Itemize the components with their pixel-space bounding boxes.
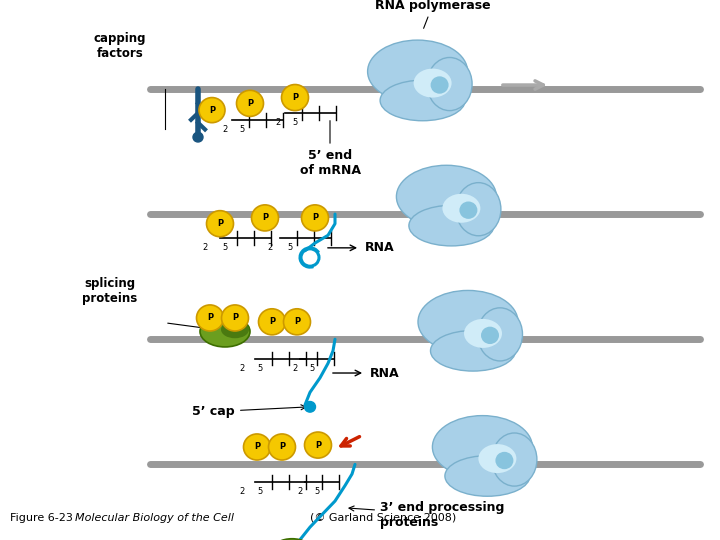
Circle shape <box>305 432 331 458</box>
Text: Molecular Biology of the Cell: Molecular Biology of the Cell <box>75 512 234 523</box>
Text: 5: 5 <box>292 118 297 127</box>
Text: P: P <box>217 219 223 228</box>
Text: 5: 5 <box>310 363 315 373</box>
Ellipse shape <box>368 40 467 103</box>
Ellipse shape <box>433 416 532 478</box>
Text: 3’ end processing
proteins: 3’ end processing proteins <box>349 501 505 529</box>
Circle shape <box>251 205 279 231</box>
Circle shape <box>243 434 271 460</box>
Ellipse shape <box>492 433 537 486</box>
Ellipse shape <box>459 201 477 219</box>
Text: P: P <box>294 318 300 326</box>
Circle shape <box>302 205 328 231</box>
Text: P: P <box>312 213 318 222</box>
Text: 5’ cap: 5’ cap <box>192 405 306 418</box>
Text: splicing
proteins: splicing proteins <box>82 278 138 306</box>
Ellipse shape <box>409 205 494 246</box>
Text: 2: 2 <box>267 244 273 252</box>
Ellipse shape <box>397 165 496 228</box>
Text: 5: 5 <box>239 125 245 134</box>
Text: 2: 2 <box>239 487 245 496</box>
Text: P: P <box>232 313 238 322</box>
Text: 5: 5 <box>315 487 320 496</box>
Text: P: P <box>279 442 285 451</box>
Ellipse shape <box>495 452 513 469</box>
Text: P: P <box>315 441 321 450</box>
Text: P: P <box>247 99 253 108</box>
Circle shape <box>236 90 264 117</box>
Text: capping
factors: capping factors <box>94 32 146 60</box>
Circle shape <box>284 309 310 335</box>
Circle shape <box>258 309 286 335</box>
Circle shape <box>207 211 233 237</box>
Text: RNA polymerase: RNA polymerase <box>375 0 490 28</box>
Circle shape <box>197 305 223 331</box>
Text: P: P <box>254 442 260 451</box>
Text: 2: 2 <box>292 363 297 373</box>
Text: 2: 2 <box>275 118 281 127</box>
Text: P: P <box>262 213 268 222</box>
Text: P: P <box>209 106 215 114</box>
Ellipse shape <box>431 76 449 94</box>
Ellipse shape <box>478 444 516 473</box>
Ellipse shape <box>380 80 465 121</box>
Text: 5: 5 <box>257 363 263 373</box>
Text: 2: 2 <box>222 125 228 134</box>
Ellipse shape <box>221 321 249 338</box>
Text: P: P <box>207 313 213 322</box>
Ellipse shape <box>418 291 518 353</box>
Ellipse shape <box>464 319 502 348</box>
Circle shape <box>305 402 315 412</box>
Text: 5’ end
of mRNA: 5’ end of mRNA <box>300 120 361 177</box>
Ellipse shape <box>273 539 311 540</box>
Text: 5: 5 <box>287 244 292 252</box>
Ellipse shape <box>442 194 480 222</box>
Circle shape <box>282 85 308 111</box>
Text: P: P <box>292 93 298 102</box>
Ellipse shape <box>431 330 516 371</box>
Text: (© Garland Science 2008): (© Garland Science 2008) <box>310 512 456 523</box>
Text: RNA: RNA <box>365 241 395 254</box>
Text: 5: 5 <box>257 487 263 496</box>
Ellipse shape <box>427 57 472 111</box>
Circle shape <box>199 98 225 123</box>
Ellipse shape <box>445 456 530 496</box>
Text: 5: 5 <box>222 244 228 252</box>
Circle shape <box>222 305 248 331</box>
Ellipse shape <box>200 316 250 347</box>
Circle shape <box>193 132 203 142</box>
Ellipse shape <box>456 183 501 236</box>
Text: P: P <box>269 318 275 326</box>
Text: RNA: RNA <box>370 367 400 380</box>
Ellipse shape <box>477 308 523 361</box>
Ellipse shape <box>481 327 499 344</box>
Text: Figure 6-23: Figure 6-23 <box>10 512 80 523</box>
Text: 2: 2 <box>202 244 207 252</box>
Text: 2: 2 <box>239 363 245 373</box>
Ellipse shape <box>413 69 451 98</box>
Circle shape <box>269 434 295 460</box>
Text: 2: 2 <box>297 487 302 496</box>
